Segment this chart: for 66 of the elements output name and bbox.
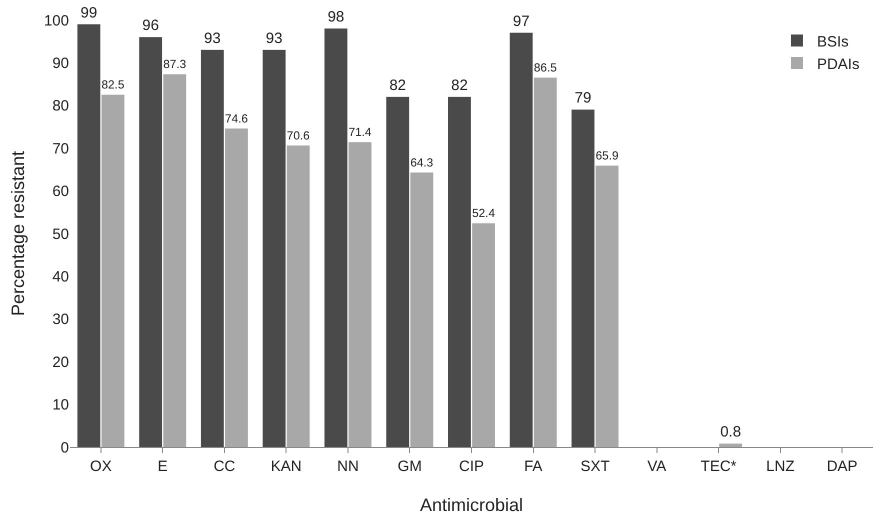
data-label: 79	[574, 90, 592, 107]
y-tick-label: 0	[60, 439, 69, 456]
x-tick-label: OX	[90, 458, 112, 475]
bar	[348, 142, 372, 447]
y-tick-label: 100	[44, 12, 69, 30]
bar	[286, 146, 310, 447]
y-tick-label: 50	[52, 226, 69, 243]
data-label: 71.4	[348, 126, 372, 139]
legend-label: PDAIs	[816, 56, 860, 73]
bar	[448, 96, 471, 447]
bar	[534, 78, 557, 447]
data-label: 82	[389, 76, 406, 94]
bar	[719, 444, 742, 447]
data-label: 70.6	[286, 129, 310, 142]
data-label: 86.5	[534, 62, 558, 75]
x-tick-label: GM	[398, 458, 422, 475]
y-tick-label: 10	[52, 396, 69, 414]
bar	[101, 94, 124, 447]
data-label: 87.3	[163, 58, 187, 72]
x-tick-label: CC	[214, 458, 236, 475]
y-axis-title: Percentage resistant	[8, 150, 28, 316]
bar	[139, 37, 162, 447]
x-axis-title: Antimicrobial	[420, 495, 524, 515]
y-tick-label: 90	[52, 54, 69, 72]
y-tick-label: 40	[52, 268, 69, 286]
bar	[163, 74, 186, 447]
x-tick-label: SXT	[580, 458, 610, 475]
bar	[324, 28, 348, 447]
data-label: 65.9	[596, 149, 619, 162]
y-tick-label: 80	[52, 98, 69, 115]
y-tick-label: 30	[52, 311, 69, 328]
bar	[225, 128, 248, 447]
bar	[77, 24, 100, 447]
x-tick-label: NN	[337, 458, 359, 475]
bar	[572, 110, 594, 447]
bar	[410, 172, 434, 447]
bar	[262, 50, 286, 447]
data-label: 93	[266, 30, 282, 47]
bar	[472, 223, 495, 447]
data-label: 96	[142, 17, 159, 34]
x-tick-label: E	[158, 458, 168, 475]
data-label: 97	[512, 12, 530, 30]
y-tick-label: 60	[52, 183, 69, 200]
x-tick-label: DAP	[826, 458, 858, 475]
y-tick-label: 20	[52, 354, 69, 371]
data-label: 99	[80, 4, 98, 22]
legend-label: BSIs	[816, 33, 849, 50]
x-tick-label: CIP	[458, 458, 484, 475]
bar	[596, 166, 619, 447]
y-tick-label: 70	[52, 140, 69, 158]
bar	[386, 96, 410, 447]
x-tick-label: VA	[647, 458, 666, 475]
data-label: 82	[451, 76, 468, 94]
data-label: 0.8	[720, 424, 742, 441]
data-label: 93	[204, 30, 221, 47]
x-tick-label: LNZ	[766, 458, 795, 475]
bar	[200, 50, 224, 447]
data-label: 52.4	[472, 207, 496, 220]
x-tick-label: TEC*	[700, 458, 737, 475]
data-label: 74.6	[225, 112, 248, 126]
data-label: 64.3	[410, 156, 434, 170]
x-tick-label: KAN	[270, 458, 302, 475]
bar	[510, 32, 533, 447]
data-label: 82.5	[101, 78, 125, 92]
x-tick-label: FA	[524, 458, 542, 475]
data-label: 98	[328, 8, 344, 26]
